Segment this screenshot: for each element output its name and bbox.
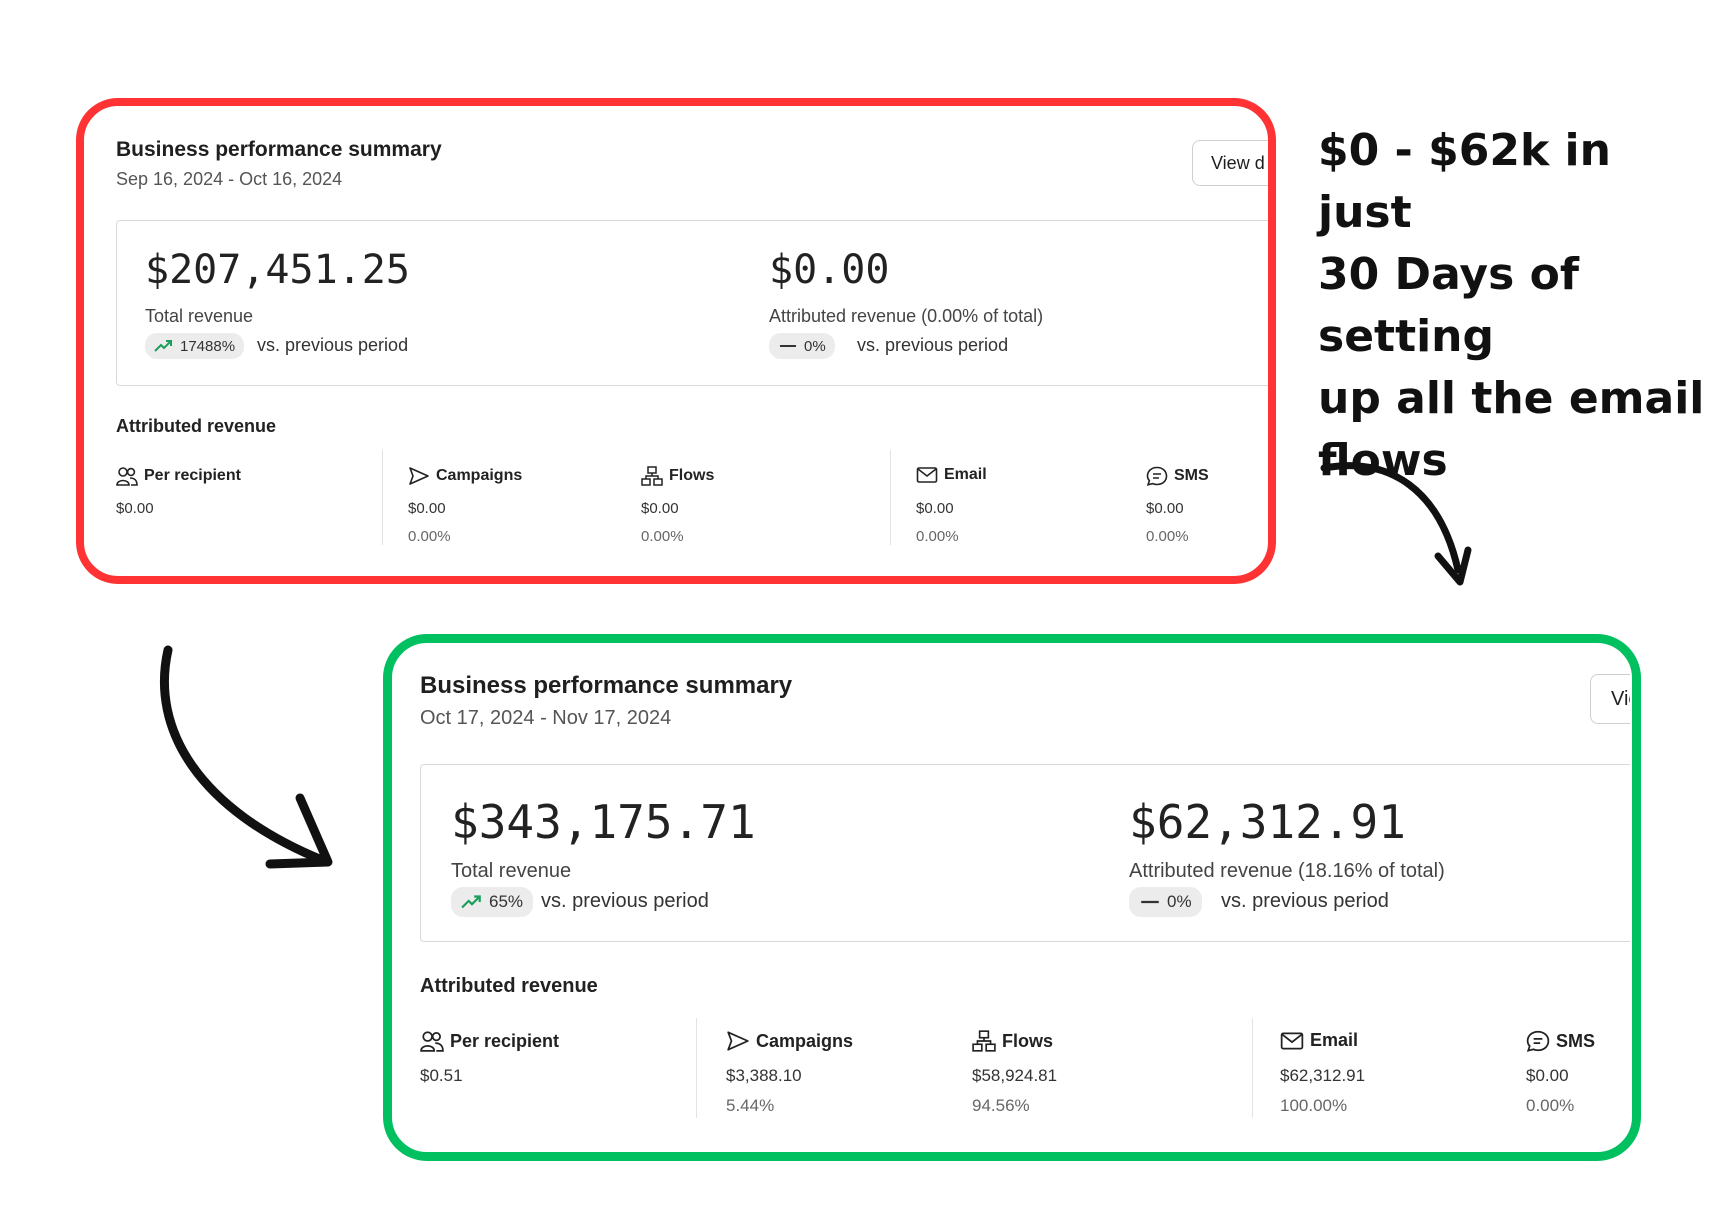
campaigns-value: $3,388.10 <box>726 1066 802 1085</box>
attributed-revenue-value: $62,312.91 <box>1129 795 1406 849</box>
total-revenue-label: Total revenue <box>451 860 572 882</box>
revenue-stats-box: $207,451.25 Total revenue 17488% vs. pre… <box>116 220 1270 386</box>
column-divider <box>382 450 383 545</box>
total-revenue-value: $343,175.71 <box>451 795 756 849</box>
email-label: Email <box>1310 1030 1359 1050</box>
sms-label: SMS <box>1174 467 1209 484</box>
email-pct: 0.00% <box>916 528 959 545</box>
trend-up-icon <box>461 895 481 909</box>
flow-icon <box>972 1030 996 1052</box>
send-icon <box>409 467 429 485</box>
attributed-revenue-change: 0% <box>804 337 826 355</box>
date-range: Sep 16, 2024 - Oct 16, 2024 <box>116 169 343 189</box>
flows-pct: 94.56% <box>972 1096 1030 1115</box>
total-revenue-change-badge: 65% <box>451 887 534 917</box>
email-header: Email <box>1280 1030 1358 1051</box>
flows-value: $0.00 <box>641 500 679 517</box>
callout-line: flows <box>1318 435 1448 486</box>
flows-label: Flows <box>669 467 715 484</box>
campaigns-header: Campaigns <box>726 1030 853 1052</box>
total-revenue-change: 65% <box>489 892 524 911</box>
panel-title: Business performance summary <box>420 672 793 699</box>
chat-icon <box>1146 466 1168 486</box>
arrow-down-icon <box>160 645 333 869</box>
total-revenue-change: 17488% <box>180 337 236 355</box>
total-revenue-vs: vs. previous period <box>257 335 409 355</box>
dash-icon <box>780 345 796 347</box>
date-range: Oct 17, 2024 - Nov 17, 2024 <box>420 707 672 729</box>
email-header: Email <box>916 466 987 484</box>
chat-icon <box>1526 1030 1550 1052</box>
per-recipient-label: Per recipient <box>144 467 241 484</box>
attributed-revenue-heading: Attributed revenue <box>420 975 598 997</box>
email-pct: 100.00% <box>1280 1096 1348 1115</box>
callout-text: $0 - $62k in just 30 Days of setting up … <box>1318 120 1718 492</box>
mail-icon <box>916 467 938 483</box>
attributed-revenue-vs: vs. previous period <box>1221 890 1389 912</box>
total-revenue-vs: vs. previous period <box>541 890 709 912</box>
column-divider <box>890 450 891 545</box>
per-recipient-value: $0.51 <box>420 1066 463 1085</box>
campaigns-label: Campaigns <box>756 1030 854 1051</box>
per-recipient-header: Per recipient <box>116 466 241 486</box>
trend-up-icon <box>154 340 172 352</box>
after-panel: Business performance summary Oct 17, 202… <box>390 640 1630 1145</box>
sms-header: SMS <box>1146 466 1209 486</box>
per-recipient-header: Per recipient <box>420 1030 559 1052</box>
column-divider <box>1252 1018 1253 1118</box>
view-details-button[interactable]: Vie <box>1590 674 1630 724</box>
attributed-revenue-vs: vs. previous period <box>857 335 1009 355</box>
attributed-revenue-label: Attributed revenue (18.16% of total) <box>1129 860 1445 882</box>
before-panel: Business performance summary Sep 16, 202… <box>82 104 1270 574</box>
campaigns-pct: 0.00% <box>408 528 451 545</box>
dash-icon <box>1141 900 1159 904</box>
email-value: $0.00 <box>916 500 954 517</box>
flow-icon <box>641 466 663 486</box>
attributed-revenue-change-badge: 0% <box>1129 887 1202 917</box>
per-recipient-label: Per recipient <box>450 1030 560 1051</box>
attributed-revenue-label: Attributed revenue (0.00% of total) <box>769 306 1044 326</box>
campaigns-value: $0.00 <box>408 500 446 517</box>
sms-pct: 0.00% <box>1526 1096 1575 1115</box>
callout-line: 30 Days of setting <box>1318 249 1579 362</box>
sms-value: $0.00 <box>1526 1066 1569 1085</box>
people-icon <box>420 1031 444 1052</box>
mail-icon <box>1280 1031 1304 1050</box>
revenue-stats-box: $343,175.71 Total revenue 65% vs. previo… <box>420 764 1630 942</box>
email-label: Email <box>944 466 987 483</box>
column-divider <box>696 1018 697 1118</box>
per-recipient-value: $0.00 <box>116 500 154 517</box>
flows-header: Flows <box>641 466 714 486</box>
campaigns-pct: 5.44% <box>726 1096 775 1115</box>
attributed-revenue-value: $0.00 <box>769 247 890 293</box>
arrow-right-icon <box>1320 462 1472 586</box>
email-value: $62,312.91 <box>1280 1066 1366 1085</box>
total-revenue-change-badge: 17488% <box>145 333 245 359</box>
attributed-revenue-heading: Attributed revenue <box>116 416 277 436</box>
campaigns-header: Campaigns <box>408 466 522 486</box>
flows-label: Flows <box>1002 1030 1054 1051</box>
attributed-revenue-change: 0% <box>1167 892 1192 911</box>
callout-line: $0 - $62k in just <box>1318 125 1611 238</box>
campaigns-label: Campaigns <box>436 467 523 484</box>
attributed-revenue-change-badge: 0% <box>769 333 835 359</box>
view-details-button[interactable]: View d <box>1192 140 1270 186</box>
panel-title: Business performance summary <box>116 138 442 161</box>
sms-pct: 0.00% <box>1146 528 1189 545</box>
flows-header: Flows <box>972 1030 1053 1052</box>
callout-line: up all the email <box>1318 373 1705 424</box>
total-revenue-value: $207,451.25 <box>145 247 410 293</box>
flows-pct: 0.00% <box>641 528 684 545</box>
sms-header: SMS <box>1526 1030 1595 1052</box>
sms-label: SMS <box>1556 1030 1596 1051</box>
flows-value: $58,924.81 <box>972 1066 1058 1085</box>
sms-value: $0.00 <box>1146 500 1184 517</box>
send-icon <box>727 1031 749 1051</box>
people-icon <box>116 467 138 486</box>
total-revenue-label: Total revenue <box>145 306 254 326</box>
